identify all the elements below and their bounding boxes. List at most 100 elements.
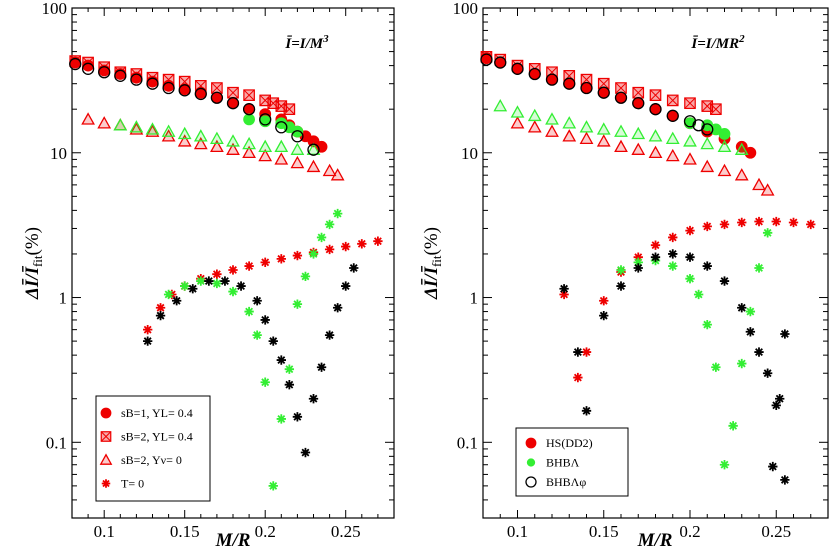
left-data-point — [308, 249, 319, 259]
right-data-point — [668, 232, 678, 243]
right-data-marks — [480, 50, 816, 485]
left-data-point — [291, 130, 304, 143]
right-data-point — [632, 86, 645, 99]
right-panel: 0.1 0.15 0.2 0.25 0.1 1 10 100 Ī=I/MR2 M/R ΔĪ/Ī… — [420, 0, 829, 551]
left-data-point — [193, 129, 208, 142]
left-data-point — [244, 261, 254, 271]
left-data-point — [259, 113, 272, 126]
left-data-point — [373, 236, 383, 246]
left-data-point — [260, 315, 270, 325]
right-series-2 — [510, 116, 775, 196]
right-data-point — [768, 461, 778, 472]
right-data-point — [717, 139, 732, 153]
right-data-point — [510, 105, 525, 118]
right-data-point — [760, 183, 775, 196]
right-data-point — [648, 145, 663, 159]
left-ticks: 0.1 0.15 0.2 0.25 0.1 1 10 100 — [42, 0, 394, 541]
right-data-point — [665, 131, 680, 145]
left-y-tick-label: 100 — [42, 0, 68, 18]
right-data-point — [771, 400, 781, 411]
left-data-point — [177, 134, 192, 147]
right-data-point — [545, 73, 559, 86]
right-data-point — [744, 146, 757, 159]
left-x-tick-label: 0.25 — [331, 522, 361, 541]
left-data-point — [291, 125, 304, 138]
left-series-8 — [142, 263, 359, 458]
left-data-point — [274, 152, 289, 165]
left-data-point — [163, 289, 174, 300]
left-data-point — [300, 447, 311, 458]
left-data-point — [307, 143, 320, 156]
left-data-point — [284, 364, 295, 374]
right-data-point — [718, 127, 731, 140]
left-data-point — [178, 84, 191, 97]
left-data-marks — [69, 55, 383, 491]
left-data-point — [357, 239, 367, 249]
left-data-point — [193, 136, 208, 150]
left-data-point — [330, 168, 345, 181]
left-series-4 — [243, 113, 304, 138]
right-data-point — [745, 306, 756, 317]
right-data-point — [734, 142, 749, 155]
right-data-point — [545, 112, 559, 125]
right-data-point — [788, 217, 799, 228]
left-legend-label: T= 0 — [121, 477, 144, 491]
left-data-point — [210, 139, 224, 153]
left-series-1 — [69, 55, 296, 116]
left-data-point — [212, 269, 222, 279]
right-data-point — [573, 372, 583, 383]
left-data-point — [130, 73, 143, 86]
left-legend-box — [95, 395, 211, 502]
svg-text:ΔĪ/Īfit(%): ΔĪ/Īfit(%) — [21, 227, 45, 300]
right-data-point — [734, 168, 749, 181]
right-data-point — [762, 368, 773, 378]
right-data-point — [737, 217, 747, 228]
right-data-point — [633, 252, 643, 262]
left-data-point — [308, 394, 319, 404]
right-series-1 — [480, 50, 722, 116]
right-legend-label: BHBΛ — [546, 456, 580, 470]
left-data-point — [324, 330, 335, 340]
right-data-point — [771, 216, 781, 227]
right-x-axis-label: M/R — [637, 530, 673, 551]
right-data-point — [648, 129, 663, 142]
left-data-point — [307, 135, 320, 148]
right-data-point — [580, 81, 593, 95]
right-y-tick-label: 100 — [453, 0, 479, 18]
left-data-point — [242, 103, 256, 116]
left-data-point — [258, 139, 273, 153]
left-y-tick-label: 0.1 — [46, 433, 67, 452]
right-data-point — [700, 159, 715, 173]
left-data-point — [349, 263, 359, 273]
right-data-point — [599, 310, 609, 321]
right-data-point — [780, 475, 790, 485]
right-series-8 — [559, 249, 790, 485]
right-data-point — [762, 228, 773, 238]
right-data-point — [752, 177, 766, 191]
left-data-point — [236, 281, 246, 291]
right-data-point — [599, 296, 609, 306]
right-data-point — [581, 347, 592, 357]
right-data-point — [631, 126, 646, 140]
right-data-point — [685, 273, 695, 284]
right-series-4 — [616, 228, 773, 470]
left-data-point — [155, 303, 166, 313]
right-x-tick-label: 0.1 — [507, 522, 528, 541]
right-data-point — [614, 91, 628, 104]
right-data-point — [562, 116, 577, 129]
right-data-point — [666, 109, 679, 122]
left-data-point — [322, 163, 337, 177]
left-panel: 0.1 0.15 0.2 0.25 0.1 1 10 100 Ī=I/M3 M/R ΔĪ/Īf… — [21, 0, 395, 551]
left-data-point — [81, 112, 95, 125]
right-data-point — [614, 139, 628, 153]
left-legend-marker — [100, 407, 112, 419]
right-x-tick-label: 0.15 — [589, 522, 619, 541]
right-data-point — [684, 97, 696, 110]
right-y-tick-label: 1 — [470, 289, 479, 308]
left-data-point — [276, 414, 286, 424]
right-series-7 — [480, 53, 714, 136]
right-data-point — [545, 124, 559, 137]
right-data-point — [650, 240, 661, 250]
right-series-9 — [768, 329, 790, 472]
right-data-point — [633, 257, 643, 268]
